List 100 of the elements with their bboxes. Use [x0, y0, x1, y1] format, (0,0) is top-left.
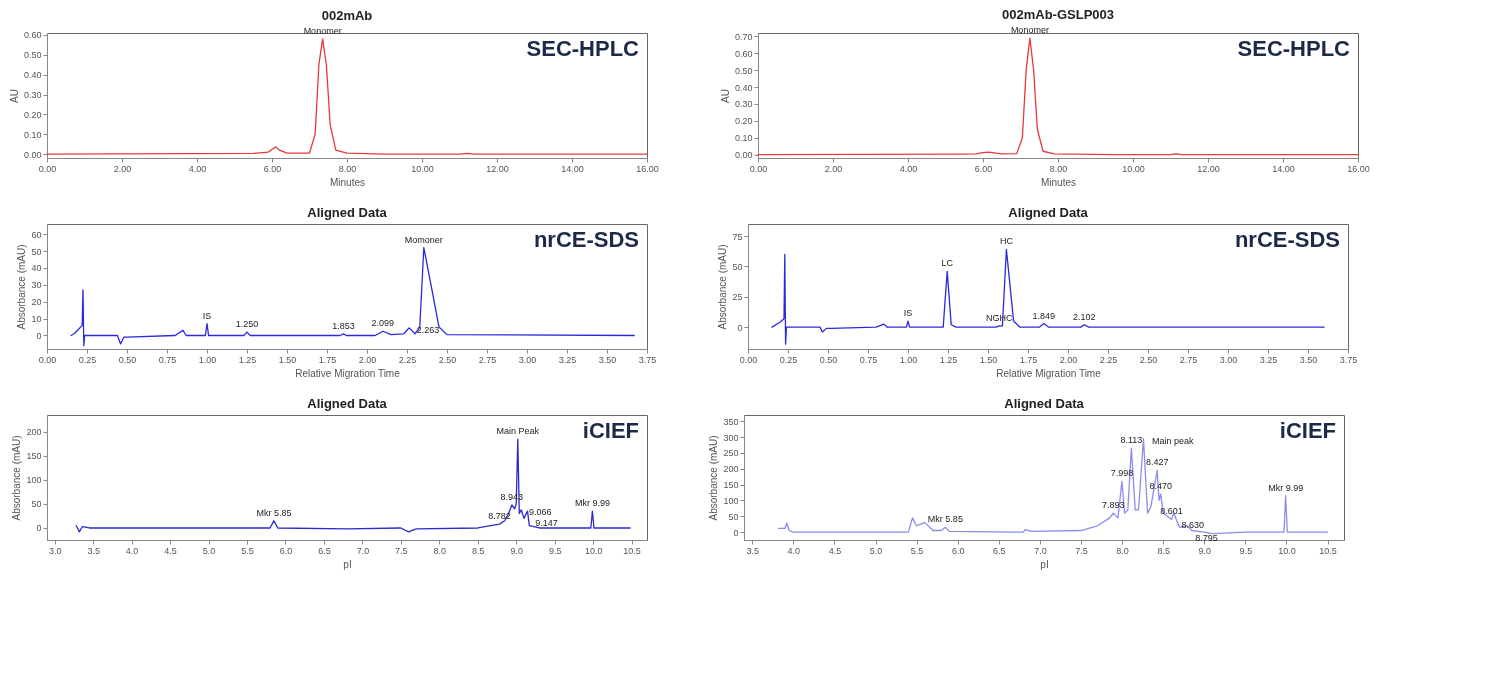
x-tick-label: 14.00: [561, 163, 584, 174]
annotation: 1.849: [1032, 310, 1056, 321]
annotation: Mkr 9.99: [574, 498, 610, 509]
annotation: 2.102: [1073, 311, 1096, 322]
x-tick-label: 1.00: [899, 354, 918, 365]
x-tick-label: 5.0: [202, 545, 216, 556]
x-tick-label: 3.00: [518, 354, 537, 365]
y-tick-label: 75: [732, 231, 743, 242]
y-axis-title: AU: [8, 89, 20, 103]
x-tick-label: 3.0: [48, 545, 62, 556]
y-tick-label: 150: [26, 451, 42, 462]
x-axis-title: pI: [343, 558, 352, 570]
x-tick-label: 3.00: [1219, 354, 1238, 365]
x-tick-label: 2.00: [824, 163, 843, 174]
x-tick-label: 0.50: [819, 354, 838, 365]
x-tick-label: 7.5: [1075, 545, 1088, 556]
x-tick-label: 2.25: [1099, 354, 1118, 365]
y-tick-label: 50: [31, 499, 42, 510]
y-axis-title: Absorbance (mAU): [16, 244, 28, 330]
x-tick-label: 1.25: [238, 354, 257, 365]
x-tick-label: 6.0: [951, 545, 965, 556]
y-tick-label: 0: [733, 527, 739, 538]
y-tick-label: 100: [26, 475, 42, 486]
annotation: 8.113: [1120, 435, 1143, 446]
x-tick-label: 5.0: [869, 545, 883, 556]
chart-title: Aligned Data: [1008, 205, 1089, 220]
y-tick-label: 50: [31, 246, 42, 257]
x-tick-label: 8.00: [338, 163, 357, 174]
annotation: 8.795: [1195, 532, 1218, 543]
x-tick-label: 14.00: [1272, 163, 1295, 174]
y-tick-label: 0.70: [734, 31, 753, 42]
annotation: 1.250: [235, 319, 259, 330]
y-tick-label: 0.30: [734, 99, 753, 110]
annotation: SEC-HPLC: [526, 36, 640, 61]
y-tick-label: 25: [732, 292, 743, 303]
y-tick-label: 40: [31, 263, 42, 274]
x-tick-label: 2.00: [358, 354, 377, 365]
x-tick-label: 2.75: [1179, 354, 1198, 365]
annotation: Mkr 9.99: [1268, 482, 1304, 493]
annotation: LC: [941, 258, 954, 269]
x-tick-label: 10.0: [1278, 545, 1296, 556]
y-tick-label: 0: [36, 330, 42, 341]
chart-title: Aligned Data: [1004, 396, 1085, 411]
x-axis-title: Relative Migration Time: [295, 367, 401, 379]
x-tick-label: 7.0: [356, 545, 370, 556]
x-tick-label: 6.5: [993, 545, 1006, 556]
x-tick-label: 8.5: [1157, 545, 1170, 556]
x-tick-label: 1.75: [318, 354, 337, 365]
x-tick-label: 0.25: [779, 354, 798, 365]
line-series: [70, 247, 635, 347]
annotation: 2.099: [371, 318, 395, 329]
x-tick-label: 6.00: [263, 163, 282, 174]
x-tick-label: 1.50: [979, 354, 998, 365]
annotation: 9.066: [529, 506, 552, 517]
y-tick-label: 50: [732, 261, 743, 272]
x-tick-label: 5.5: [241, 545, 254, 556]
x-axis-title: Minutes: [1040, 176, 1077, 188]
y-tick-label: 0.10: [734, 133, 753, 144]
x-tick-label: 0.75: [158, 354, 177, 365]
x-tick-label: 9.0: [1198, 545, 1212, 556]
x-tick-label: 8.0: [433, 545, 447, 556]
y-tick-label: 300: [723, 432, 739, 443]
chart-title: 002mAb-GSLP003: [1002, 7, 1114, 23]
y-axis-title: AU: [719, 89, 731, 103]
x-tick-label: 9.5: [1239, 545, 1253, 556]
x-tick-label: 4.0: [787, 545, 801, 556]
annotation: Mkr 5.85: [256, 507, 292, 518]
y-tick-label: 250: [723, 448, 739, 459]
annotation: Monomer: [1010, 25, 1049, 36]
x-tick-label: 3.25: [1259, 354, 1278, 365]
annotation: Main Peak: [496, 426, 540, 437]
x-tick-label: 7.0: [1034, 545, 1047, 556]
annotation: 8.630: [1181, 520, 1205, 531]
y-tick-label: 200: [723, 464, 739, 475]
x-axis-title: pI: [1040, 558, 1049, 570]
x-tick-label: 12.00: [1197, 163, 1220, 174]
x-tick-label: 3.75: [1339, 354, 1358, 365]
annotation: 7.998: [1110, 468, 1134, 479]
y-axis-title: Absorbance (mAU): [11, 435, 23, 521]
x-tick-label: 1.75: [1019, 354, 1038, 365]
x-tick-label: 8.00: [1049, 163, 1068, 174]
annotation: Mkr 5.85: [927, 514, 963, 525]
annotation: IS: [903, 308, 913, 319]
x-tick-label: 5.5: [910, 545, 924, 556]
x-tick-label: 8.0: [1116, 545, 1129, 556]
x-tick-label: 6.00: [974, 163, 993, 174]
x-tick-label: 9.5: [548, 545, 562, 556]
y-tick-label: 0.60: [23, 30, 42, 41]
x-tick-label: 2.50: [438, 354, 457, 365]
x-tick-label: 2.75: [478, 354, 497, 365]
x-tick-label: 4.00: [188, 163, 207, 174]
line-series: [777, 438, 1329, 535]
chart-title: Aligned Data: [307, 205, 388, 220]
x-tick-label: 3.50: [598, 354, 617, 365]
annotation: 1.853: [332, 320, 355, 331]
line-series: [75, 438, 631, 533]
x-tick-label: 0.25: [78, 354, 97, 365]
x-tick-label: 12.00: [486, 163, 509, 174]
x-tick-label: 10.5: [623, 545, 641, 556]
annotation: Main peak: [1152, 435, 1195, 446]
